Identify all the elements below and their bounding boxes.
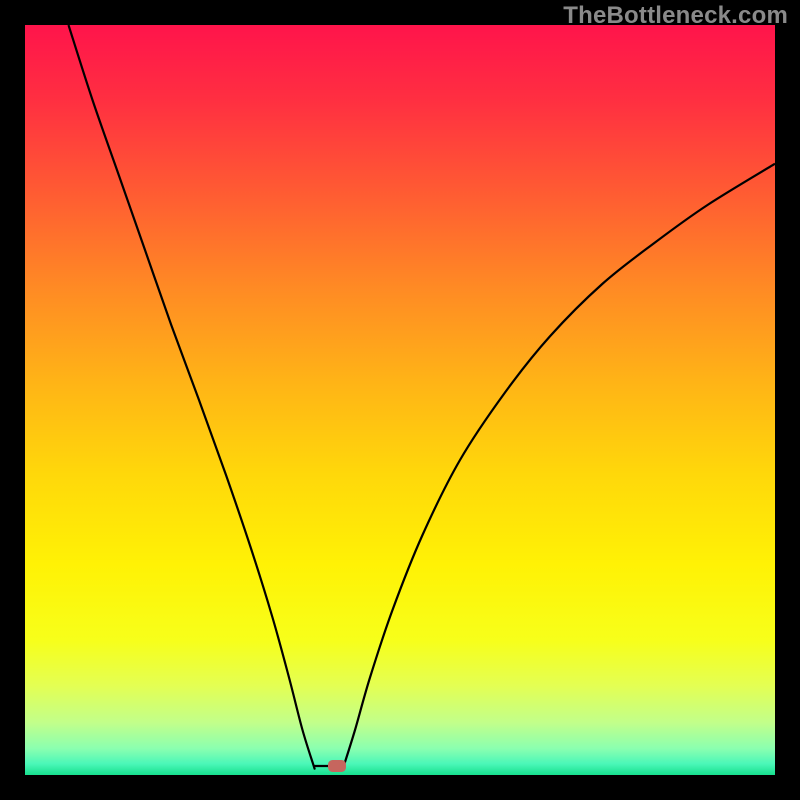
chart-stage: TheBottleneck.com (0, 0, 800, 800)
watermark-text: TheBottleneck.com (563, 2, 788, 30)
heat-gradient-background (25, 25, 775, 775)
plot-area (25, 25, 775, 775)
